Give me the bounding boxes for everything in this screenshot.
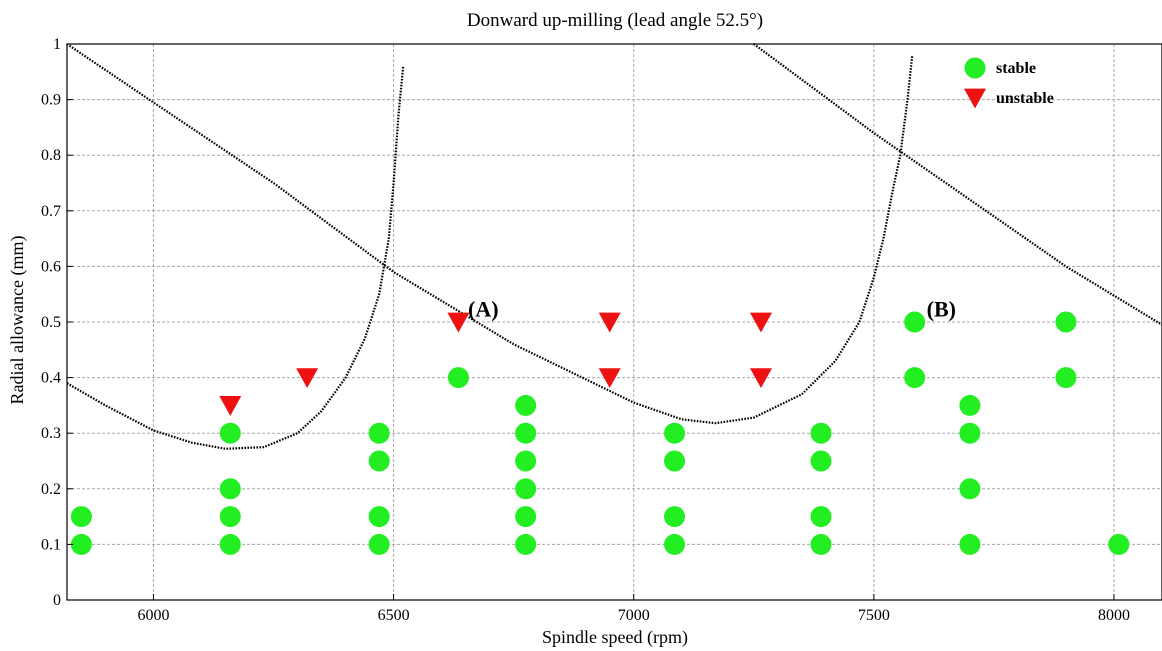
stable-point	[515, 450, 537, 472]
unstable-point	[296, 368, 319, 389]
stable-point	[70, 533, 92, 555]
stable-point	[810, 422, 832, 444]
stable-point	[959, 394, 981, 416]
y-tick-label: 0.2	[41, 481, 61, 498]
stable-point	[959, 533, 981, 555]
x-tick-label: 6500	[378, 607, 410, 624]
axis-ticks: 6000 6500 7000 7500 8000 0 0.1 0.2 0.3 0.4 0.5 0.6 0…	[41, 36, 1130, 624]
y-tick-label: 0.8	[41, 147, 61, 164]
x-axis-label: Spindle speed (rpm)	[542, 627, 688, 648]
y-tick-label: 0.1	[41, 536, 61, 553]
stable-point	[219, 478, 241, 500]
unstable-point	[749, 312, 772, 333]
stable-point	[1055, 367, 1077, 389]
legend-unstable-marker	[964, 88, 986, 109]
y-tick-label: 0.6	[41, 258, 61, 275]
chart-title: Donward up-milling (lead angle 52.5°)	[467, 10, 763, 31]
stable-point	[219, 533, 241, 555]
stable-point	[447, 367, 469, 389]
data-points	[70, 311, 1130, 555]
stable-point	[810, 450, 832, 472]
y-tick-label: 1	[53, 36, 61, 53]
stable-point	[810, 533, 832, 555]
unstable-point	[598, 368, 621, 389]
stable-point	[368, 506, 390, 528]
stable-point	[664, 533, 686, 555]
y-tick-label: 0.3	[41, 425, 61, 442]
stable-point	[664, 450, 686, 472]
stability-lobes	[66, 43, 1162, 450]
stable-point	[1055, 311, 1077, 333]
legend-stable-marker	[964, 57, 986, 79]
x-tick-label: 7000	[618, 607, 650, 624]
stable-point	[515, 533, 537, 555]
stable-point	[515, 422, 537, 444]
y-tick-label: 0.4	[41, 370, 61, 387]
legend: stable unstable	[964, 57, 1054, 109]
stable-point	[219, 422, 241, 444]
stable-point	[368, 450, 390, 472]
annotation-label: (B)	[927, 296, 956, 321]
x-tick-label: 7500	[858, 607, 890, 624]
stable-point	[959, 422, 981, 444]
x-tick-label: 6000	[137, 607, 169, 624]
stable-point	[515, 394, 537, 416]
stable-point	[810, 506, 832, 528]
stability-lobe-curve	[66, 43, 914, 425]
stability-lobe-curve	[753, 43, 1162, 326]
unstable-point	[598, 312, 621, 333]
legend-unstable-label: unstable	[996, 90, 1054, 107]
unstable-point	[219, 396, 242, 416]
stable-point	[368, 533, 390, 555]
stable-point	[70, 506, 92, 528]
y-tick-label: 0.9	[41, 92, 61, 109]
annotation-label: (A)	[468, 296, 499, 321]
stable-point	[959, 478, 981, 500]
stability-lobe-curve	[66, 66, 405, 450]
y-axis-label: Radial allowance (mm)	[7, 236, 28, 405]
stable-point	[664, 422, 686, 444]
annotations: (A) (B)	[468, 296, 956, 321]
stable-point	[664, 506, 686, 528]
x-tick-label: 8000	[1098, 607, 1130, 624]
stable-point	[1108, 533, 1130, 555]
stable-point	[515, 506, 537, 528]
unstable-point	[749, 368, 772, 389]
stable-point	[904, 367, 926, 389]
unstable-point	[447, 312, 470, 333]
stable-point	[219, 506, 241, 528]
y-tick-label: 0.5	[41, 314, 61, 331]
stable-point	[904, 311, 926, 333]
stable-point	[515, 478, 537, 500]
y-tick-label: 0.7	[41, 203, 61, 220]
legend-stable-label: stable	[996, 60, 1036, 77]
y-tick-label: 0	[53, 592, 61, 609]
stable-point	[368, 422, 390, 444]
